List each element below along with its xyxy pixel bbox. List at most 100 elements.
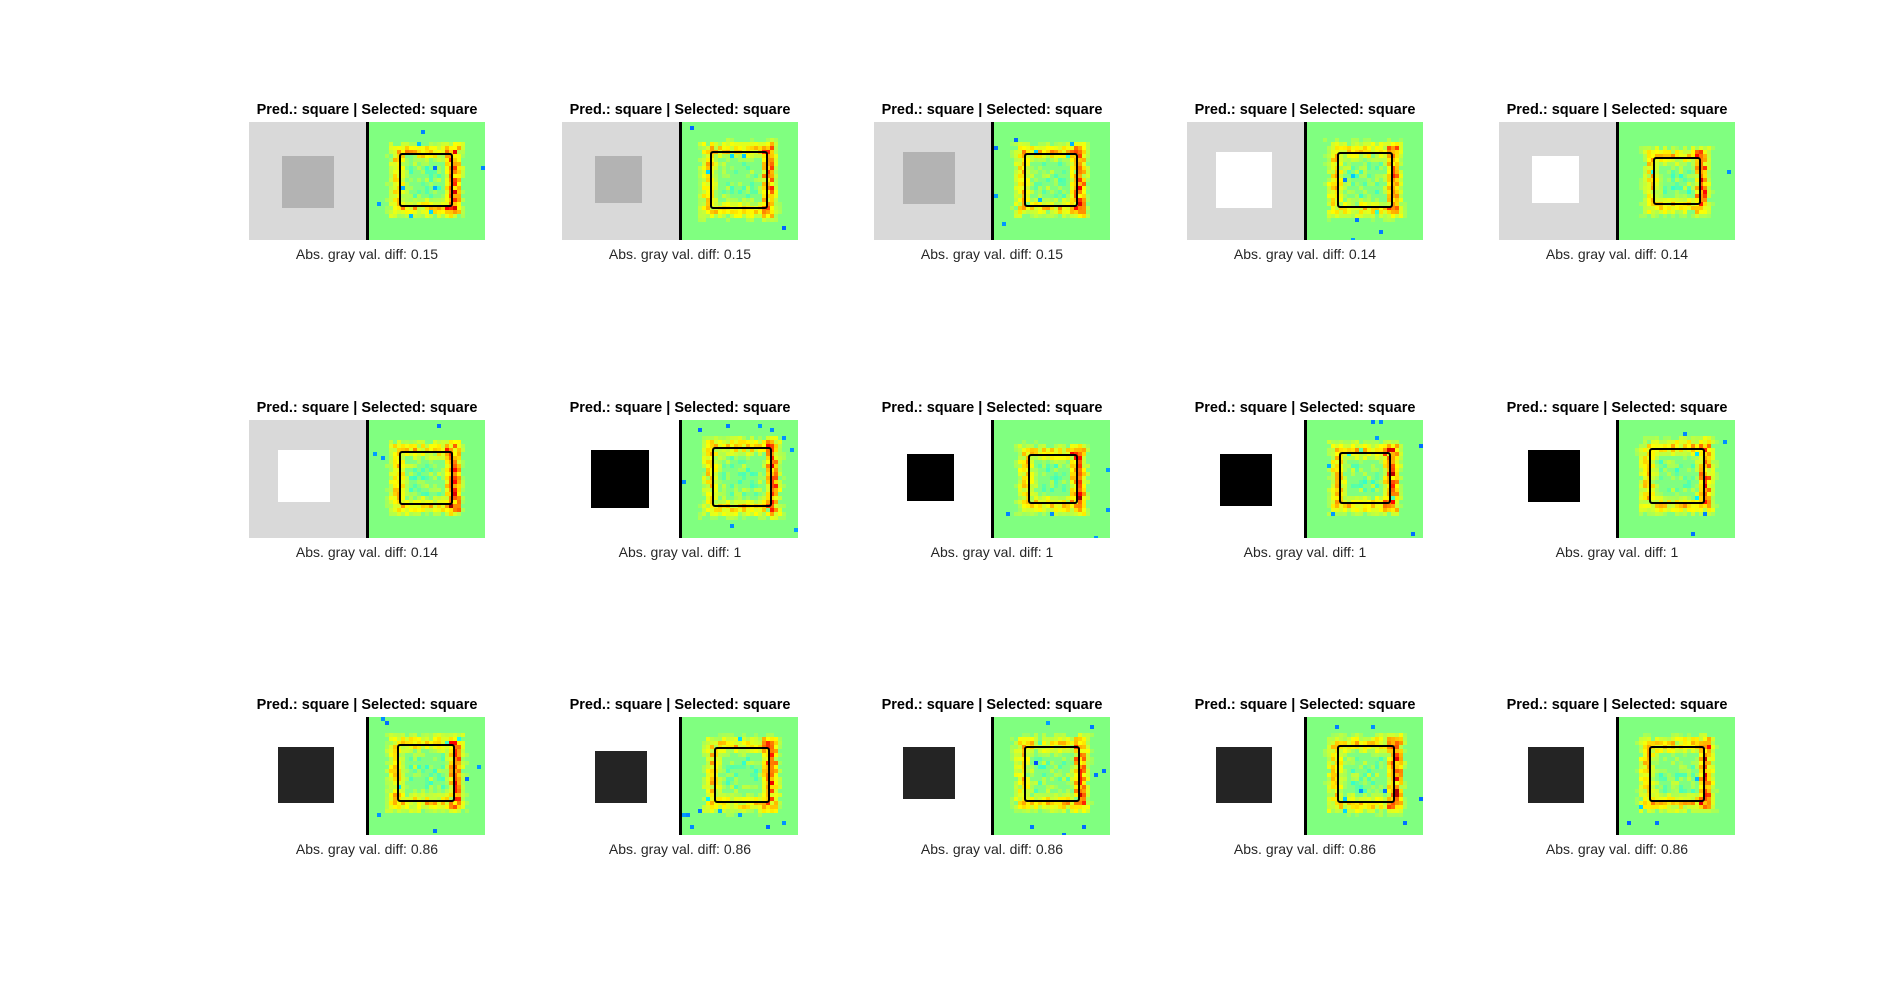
heatmap-cell: [746, 456, 750, 460]
heatmap-cell: [1355, 737, 1359, 741]
heatmap-cell: [1351, 158, 1355, 162]
heatmap-cell: [766, 733, 770, 737]
heatmap-cell: [1343, 146, 1347, 150]
heatmap-cell: [1671, 174, 1675, 178]
heatmap-cell: [437, 158, 441, 162]
heatmap-cell: [1066, 737, 1070, 741]
heatmap-cell: [758, 805, 762, 809]
saliency-heatmap: [682, 717, 798, 835]
heatmap-cell: [1331, 194, 1335, 198]
heatmap-cell: [1359, 749, 1363, 753]
heatmap-cell: [1046, 154, 1050, 158]
heatmap-cell: [770, 773, 774, 777]
heatmap-cell: [1327, 162, 1331, 166]
heatmap-cell: [766, 741, 770, 745]
heatmap-cell: [1643, 793, 1647, 797]
heatmap-cell: [425, 190, 429, 194]
heatmap-cell: [417, 801, 421, 805]
heatmap-cell: [1018, 512, 1022, 516]
heatmap-cell: [1010, 749, 1014, 753]
heatmap-cell: [389, 484, 393, 488]
heatmap-cell: [1343, 456, 1347, 460]
heatmap-cell: [457, 745, 461, 749]
heatmap-cell: [742, 472, 746, 476]
heatmap-cell: [1086, 745, 1090, 749]
heatmap-cell: [433, 484, 437, 488]
heatmap-cell: [385, 210, 389, 214]
heatmap-cell: [437, 472, 441, 476]
heatmap-cell: [1082, 158, 1086, 162]
heatmap-cell: [417, 480, 421, 484]
heatmap-cell: [421, 476, 425, 480]
heatmap-cell: [1066, 773, 1070, 777]
gray-diff-label: Abs. gray val. diff: 0.14: [1233, 246, 1377, 262]
heatmap-cell: [1399, 733, 1403, 737]
heatmap-cell: [449, 757, 453, 761]
heatmap-cell: [706, 745, 710, 749]
heatmap-cell: [706, 488, 710, 492]
heatmap-cell: [445, 468, 449, 472]
heatmap-cell: [1022, 472, 1026, 476]
heatmap-cell: [1014, 138, 1018, 142]
heatmap-cell: [1054, 448, 1058, 452]
heatmap-cell: [1038, 781, 1042, 785]
heatmap-cell: [445, 793, 449, 797]
heatmap-cell: [1058, 150, 1062, 154]
heatmap-cell: [421, 440, 425, 444]
heatmap-cell: [1655, 472, 1659, 476]
heatmap-cell: [1711, 452, 1715, 456]
heatmap-cell: [1046, 801, 1050, 805]
heatmap-cell: [1070, 508, 1074, 512]
heatmap-cell: [1363, 809, 1367, 813]
heatmap-cell: [1078, 508, 1082, 512]
heatmap-cell: [1086, 472, 1090, 476]
heatmap-cell: [734, 785, 738, 789]
heatmap-cell: [1671, 797, 1675, 801]
heatmap-cell: [714, 508, 718, 512]
heatmap-cell: [1671, 761, 1675, 765]
heatmap-cell: [425, 500, 429, 504]
heatmap-cell: [1707, 190, 1711, 194]
heatmap-cell: [413, 789, 417, 793]
heatmap-cell: [437, 198, 441, 202]
heatmap-cell: [1062, 484, 1066, 488]
heatmap-cell: [710, 769, 714, 773]
heatmap-cell: [409, 186, 413, 190]
heatmap-cell: [445, 182, 449, 186]
heatmap-cell: [1715, 472, 1719, 476]
heatmap-cell: [774, 801, 778, 805]
heatmap-cell: [453, 452, 457, 456]
heatmap-cell: [774, 214, 778, 218]
heatmap-cell: [417, 488, 421, 492]
heatmap-cell: [746, 440, 750, 444]
heatmap-cell: [1651, 476, 1655, 480]
heatmap-cell: [1062, 456, 1066, 460]
heatmap-cell: [1343, 753, 1347, 757]
heatmap-cell: [1663, 162, 1667, 166]
heatmap-cell: [710, 797, 714, 801]
heatmap-cell: [1030, 214, 1034, 218]
heatmap-cell: [1014, 178, 1018, 182]
heatmap-cell: [714, 472, 718, 476]
heatmap-cell: [1347, 508, 1351, 512]
heatmap-cell: [1387, 797, 1391, 801]
heatmap-cell: [702, 460, 706, 464]
heatmap-cell: [1022, 464, 1026, 468]
heatmap-cell: [429, 749, 433, 753]
heatmap-cell: [1387, 809, 1391, 813]
heatmap-cell: [1351, 198, 1355, 202]
heatmap-cell: [726, 460, 730, 464]
heatmap-cell: [1331, 154, 1335, 158]
heatmap-cell: [457, 190, 461, 194]
heatmap-cell: [1367, 508, 1371, 512]
heatmap-cell: [457, 500, 461, 504]
heatmap-cell: [1707, 753, 1711, 757]
heatmap-cell: [1078, 154, 1082, 158]
heatmap-cell: [1711, 797, 1715, 801]
heatmap-cell: [1082, 464, 1086, 468]
heatmap-cell: [453, 476, 457, 480]
heatmap-cell: [1383, 158, 1387, 162]
heatmap-cell: [1026, 182, 1030, 186]
heatmap-cell: [1335, 460, 1339, 464]
heatmap-cell: [1086, 733, 1090, 737]
